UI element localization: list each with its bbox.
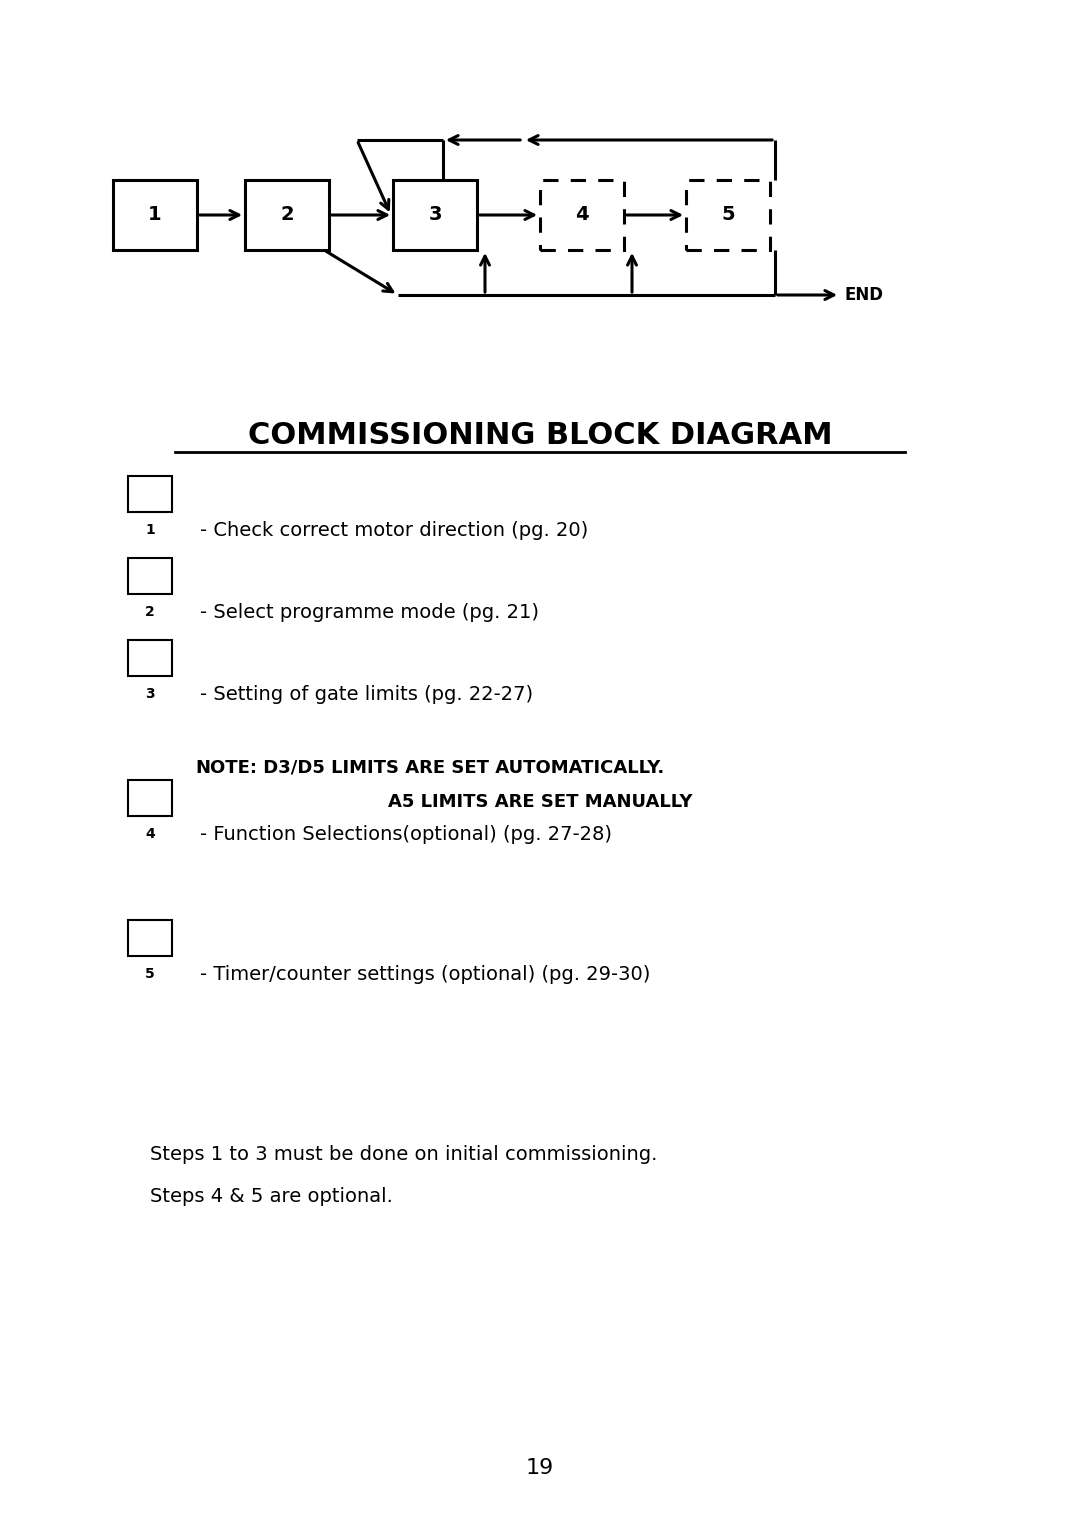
Text: END: END xyxy=(843,286,883,304)
Bar xyxy=(129,477,172,512)
Text: 1: 1 xyxy=(148,205,162,225)
Text: 3: 3 xyxy=(429,205,442,225)
Bar xyxy=(129,779,172,816)
Text: Steps 1 to 3 must be done on initial commissioning.: Steps 1 to 3 must be done on initial com… xyxy=(150,1146,658,1164)
Bar xyxy=(113,180,197,251)
Text: - Check correct motor direction (pg. 20): - Check correct motor direction (pg. 20) xyxy=(200,521,589,539)
Text: Steps 4 & 5 are optional.: Steps 4 & 5 are optional. xyxy=(150,1187,393,1207)
Text: 2: 2 xyxy=(145,605,154,619)
Bar xyxy=(245,180,329,251)
Bar xyxy=(540,180,624,251)
Text: 4: 4 xyxy=(576,205,589,225)
Text: 3: 3 xyxy=(145,688,154,701)
Bar xyxy=(129,640,172,675)
Text: - Function Selections(optional) (pg. 27-28): - Function Selections(optional) (pg. 27-… xyxy=(200,825,612,843)
Text: 5: 5 xyxy=(145,967,154,981)
Bar xyxy=(129,558,172,594)
Text: - Timer/counter settings (optional) (pg. 29-30): - Timer/counter settings (optional) (pg.… xyxy=(200,964,650,984)
Text: 5: 5 xyxy=(721,205,734,225)
Text: D3/D5 LIMITS ARE SET AUTOMATICALLY.: D3/D5 LIMITS ARE SET AUTOMATICALLY. xyxy=(257,759,664,778)
Text: 4: 4 xyxy=(145,827,154,840)
Text: 1: 1 xyxy=(145,523,154,536)
Text: - Select programme mode (pg. 21): - Select programme mode (pg. 21) xyxy=(200,602,539,622)
Bar xyxy=(393,180,477,251)
Bar xyxy=(129,920,172,957)
Text: 2: 2 xyxy=(280,205,294,225)
Bar xyxy=(686,180,770,251)
Text: NOTE:: NOTE: xyxy=(195,759,257,778)
Text: - Setting of gate limits (pg. 22-27): - Setting of gate limits (pg. 22-27) xyxy=(200,685,534,703)
Text: COMMISSIONING BLOCK DIAGRAM: COMMISSIONING BLOCK DIAGRAM xyxy=(247,420,833,449)
Text: 19: 19 xyxy=(526,1458,554,1478)
Text: A5 LIMITS ARE SET MANUALLY: A5 LIMITS ARE SET MANUALLY xyxy=(388,793,692,811)
